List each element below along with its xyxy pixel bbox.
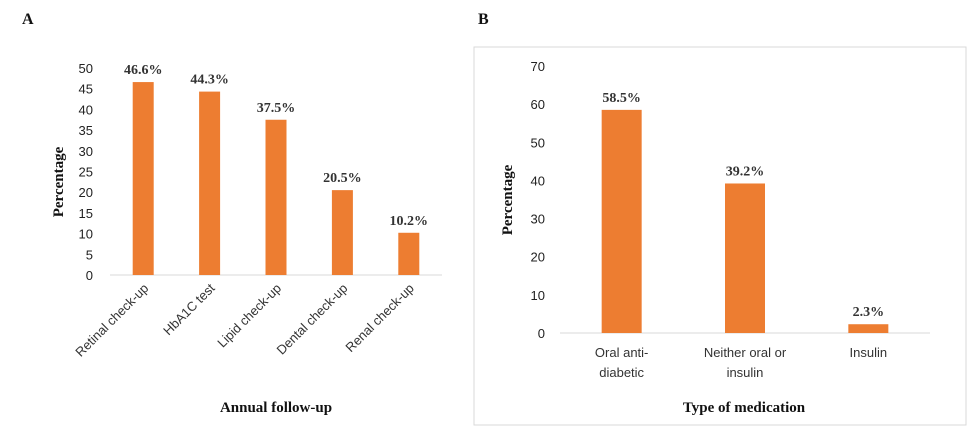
chart-a-ytick-label: 50 — [79, 61, 93, 76]
chart-b-category-label-line: Insulin — [850, 345, 888, 360]
chart-a-category-label: Renal check-up — [342, 281, 416, 355]
chart-b-data-label: 2.3% — [853, 305, 885, 320]
chart-a-category-label: HbA1C test — [160, 280, 218, 338]
panel-b-letter: B — [478, 11, 489, 28]
chart-b-frame — [473, 46, 967, 426]
chart-a-bar — [265, 119, 287, 275]
chart-a-ytick-label: 20 — [79, 185, 93, 200]
chart-b-data-label: 39.2% — [726, 164, 765, 179]
chart-a-ytick-label: 10 — [79, 227, 93, 242]
chart-a-bar — [132, 82, 154, 276]
chart-b-ytick-label: 40 — [531, 173, 545, 188]
chart-a-bar — [199, 91, 221, 276]
chart-b-ytick-label: 0 — [538, 326, 545, 341]
chart-b-bar — [848, 324, 889, 333]
chart-b-ytick-label: 70 — [531, 59, 545, 74]
chart-b-data-label: 58.5% — [602, 91, 641, 106]
chart-b-xlabel: Type of medication — [683, 400, 806, 416]
chart-b-ytick-label: 30 — [531, 212, 545, 227]
chart-a-bar — [398, 232, 420, 275]
chart-b-ytick-label: 50 — [531, 135, 545, 150]
chart-a-xlabel: Annual follow-up — [220, 400, 332, 416]
chart-a-ylabel: Percentage — [51, 146, 67, 217]
chart-b-ytick-label: 60 — [531, 97, 545, 112]
chart-a-ytick-label: 5 — [86, 247, 93, 262]
chart-a-data-label: 37.5% — [257, 101, 296, 116]
chart-b-bar — [601, 109, 642, 333]
chart-a-bar — [331, 190, 353, 275]
chart-annual-follow-up: Percentage Annual follow-up 0 5 10 15 20 25 30… — [51, 61, 442, 416]
chart-a-data-label: 46.6% — [124, 63, 163, 78]
chart-a-data-label: 44.3% — [190, 73, 229, 88]
chart-a-ytick-label: 35 — [79, 123, 93, 138]
chart-a-data-label: 20.5% — [323, 171, 362, 186]
chart-b-category-label-line: insulin — [727, 365, 764, 380]
chart-b-category-label-line: Oral anti- — [595, 345, 648, 360]
chart-b-category-label: Oral anti-diabetic — [595, 345, 648, 380]
chart-b-category-label: Neither oral or insulin — [704, 345, 787, 380]
chart-a-category-label: Dental check-up — [273, 281, 350, 358]
chart-a-ytick-label: 15 — [79, 206, 93, 221]
chart-a-ytick-label: 0 — [86, 268, 93, 283]
chart-b-category-label: Insulin — [850, 345, 888, 360]
chart-a-ytick-label: 45 — [79, 82, 93, 97]
chart-b-ytick-label: 10 — [531, 288, 545, 303]
chart-b-ytick-label: 20 — [531, 250, 545, 265]
chart-a-ytick-label: 40 — [79, 102, 93, 117]
chart-a-data-label: 10.2% — [390, 214, 429, 229]
chart-b-category-label-line: diabetic — [599, 365, 644, 380]
chart-b-category-label-line: Neither oral or — [704, 345, 787, 360]
panel-a-letter: A — [22, 11, 34, 28]
chart-type-of-medication: Percentage Type of medication 0 10 20 30 40 5… — [473, 46, 967, 426]
chart-a-category-label: Retinal check-up — [72, 281, 151, 360]
chart-a-ytick-label: 30 — [79, 144, 93, 159]
chart-b-bar — [725, 183, 765, 333]
chart-a-ytick-label: 25 — [79, 165, 93, 180]
chart-a-category-label: Lipid check-up — [214, 281, 284, 351]
chart-b-ylabel: Percentage — [500, 164, 516, 235]
